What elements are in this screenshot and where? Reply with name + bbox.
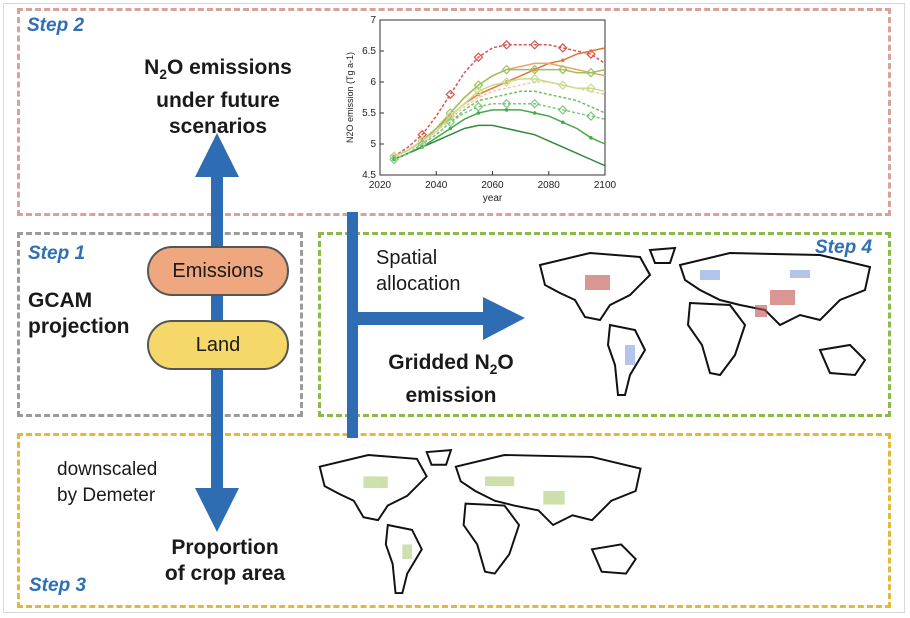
y-axis-label: N2O emission (Tg a-1) <box>345 52 355 143</box>
series-line <box>393 78 606 158</box>
series-point <box>473 52 484 63</box>
series-line <box>393 44 606 158</box>
series-point <box>501 77 512 87</box>
series-point <box>529 39 540 50</box>
africa-shape <box>686 301 747 377</box>
series-point <box>557 80 568 90</box>
series-point <box>529 98 540 109</box>
y-tick-label: 5 <box>370 139 376 150</box>
series-point <box>561 58 565 63</box>
series-point <box>557 64 568 75</box>
series-point <box>445 117 456 128</box>
europe-asia-shape <box>454 454 642 527</box>
x-tick-label: 2100 <box>594 180 617 191</box>
step3-label: Step 3 <box>29 575 87 596</box>
series-point <box>504 108 509 112</box>
spatial-allocation-label: Spatial allocation <box>376 247 461 295</box>
future-emissions-title: N2O emissions under future scenarios <box>144 56 292 139</box>
series-point <box>445 89 456 100</box>
series-line <box>393 81 606 158</box>
series-point <box>476 92 481 97</box>
n2o-emission-chart: 2020 2040 2060 2080 2100 4.5 5 5.5 6 6.5 7 year N2O … <box>345 15 617 204</box>
series-point <box>417 139 428 149</box>
series-point <box>532 111 537 115</box>
step3-region <box>17 433 891 608</box>
x-tick-label: 2040 <box>425 180 448 191</box>
gridded-emission-label: Gridded N2O emission <box>388 351 514 408</box>
x-tick-label: 2020 <box>369 180 392 191</box>
x-tick-label: 2060 <box>481 180 504 191</box>
series-point <box>473 86 484 97</box>
step2-region <box>17 8 891 216</box>
figure-frame <box>3 3 905 613</box>
y-tick-label: 5.5 <box>362 108 376 119</box>
series-point <box>501 39 512 50</box>
down-arrow-shaft <box>211 360 223 490</box>
series-point <box>529 64 540 75</box>
series-point <box>448 126 453 131</box>
crop-area-map <box>318 449 642 595</box>
land-pill: Land <box>147 320 289 370</box>
y-tick-label: 6.5 <box>362 46 376 57</box>
series-point <box>586 83 596 94</box>
gcam-projection-label: GCAM projection <box>28 289 130 338</box>
series-point <box>476 111 481 115</box>
series-point <box>586 49 596 59</box>
series-point <box>473 101 484 112</box>
series-point <box>417 129 428 140</box>
europe-asia-shape <box>678 251 872 327</box>
step4-region <box>318 232 891 417</box>
series-line <box>393 124 606 167</box>
gridded-emission-map <box>538 246 872 396</box>
greenland-shape <box>648 246 677 264</box>
series-point <box>473 80 484 90</box>
series-point <box>557 43 568 53</box>
right-arrow-shaft <box>353 312 485 325</box>
africa-shape <box>462 502 521 575</box>
emissions-pill: Emissions <box>147 246 289 296</box>
y-tick-label: 4.5 <box>362 170 376 181</box>
series-line <box>393 109 606 161</box>
series-line <box>393 68 606 158</box>
series-point <box>501 98 512 109</box>
australia-shape <box>818 343 867 377</box>
series-point <box>589 49 593 53</box>
y-tick-label: 7 <box>370 15 376 26</box>
step2-label: Step 2 <box>27 15 85 36</box>
connector-shaft <box>347 212 358 438</box>
greenland-shape <box>425 449 453 466</box>
x-tick-label: 2080 <box>538 180 561 191</box>
series-point <box>389 154 399 165</box>
series-point <box>417 136 428 146</box>
series-point <box>501 64 512 75</box>
series-point <box>557 105 568 115</box>
step1-region <box>17 232 303 417</box>
series-point <box>445 111 456 121</box>
australia-shape <box>590 543 637 575</box>
crop-area-label: Proportion of crop area <box>164 536 286 585</box>
series-line <box>393 102 606 161</box>
series-point <box>586 111 596 121</box>
y-tick-label: 6 <box>370 77 376 88</box>
series-point <box>589 136 593 140</box>
series-point <box>586 67 596 78</box>
down-arrow-head <box>195 488 239 532</box>
series-point <box>561 120 565 125</box>
step4-label: Step 4 <box>815 237 873 258</box>
x-axis-label: year <box>483 193 503 204</box>
right-arrow-head <box>483 297 525 340</box>
series-point <box>529 74 540 84</box>
downscaled-label: downscaled by Demeter <box>57 459 158 506</box>
step1-label: Step 1 <box>28 243 86 264</box>
up-arrow-head <box>195 133 239 177</box>
